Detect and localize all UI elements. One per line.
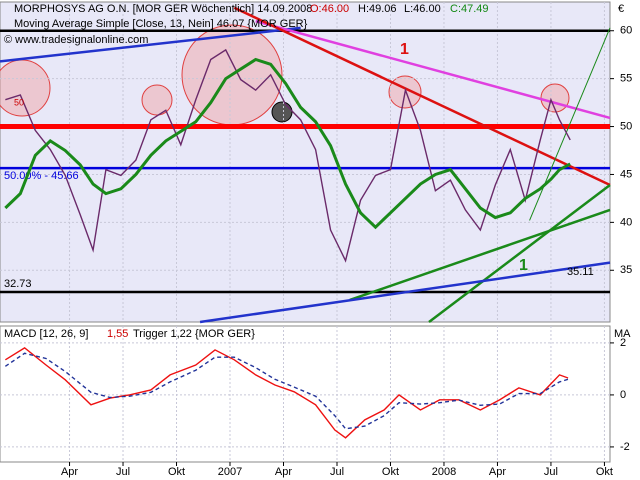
x-tick-label: Apr (61, 466, 78, 478)
trigger-value: Trigger 1,22 (133, 328, 192, 340)
marker-dot (271, 101, 293, 123)
circle (141, 84, 173, 116)
source: © www.tradesignalonline.com (4, 34, 148, 46)
trend-line (199, 261, 611, 324)
price-panel (0, 1, 611, 323)
series-line (4, 346, 569, 439)
y-tick-label: 2 (620, 337, 626, 349)
x-tick-label: Jul (330, 466, 344, 478)
quote-low: L:46.00 (404, 3, 441, 15)
annotation: 1 (400, 41, 409, 58)
series-line (5, 48, 571, 263)
x-tick-label: Apr (489, 466, 506, 478)
y-tick-label: -2 (620, 441, 630, 453)
trend-line (233, 6, 611, 187)
annotation: 1 (519, 257, 528, 274)
macd-symbol: {MOR GER} (195, 328, 255, 340)
x-tick-label: 2008 (432, 466, 456, 478)
quote-open: O:46.00 (310, 3, 349, 15)
y-tick-label: 45 (620, 168, 632, 180)
annotation: 50 (14, 97, 24, 107)
y-tick-label: 35 (620, 264, 632, 276)
x-tick-label: 2007 (218, 466, 242, 478)
reference-label: 50.00% - 45.66 (4, 170, 79, 182)
x-tick-label: Jul (116, 466, 130, 478)
subtitle: Moving Average Simple [Close, 13, Nein] … (14, 18, 308, 30)
quote-close: C:47.49 (450, 3, 489, 15)
chart-title: MORPHOSYS AG O.N. [MOR GER Wöchentlich] … (14, 3, 312, 15)
plot-layer: 35 40 45 50 55 60 50.00% - 45.66 32.73 2 0 -2 Apr Ju… (0, 2, 632, 478)
x-tick-label: Okt (168, 466, 185, 478)
x-tick-label: Okt (596, 466, 613, 478)
corner-label: MA (614, 328, 631, 340)
y-tick-label: 60 (620, 25, 632, 37)
y-tick-label: 50 (620, 120, 632, 132)
macd-panel (0, 325, 611, 463)
x-tick-label: Apr (275, 466, 292, 478)
series-line (4, 57, 571, 230)
reference-label: 32.73 (4, 278, 32, 290)
macd-value: 1,55 (107, 328, 128, 340)
trend-line (428, 183, 611, 323)
macd-title: MACD [12, 26, 9] (4, 328, 88, 340)
x-tick-label: Jul (544, 466, 558, 478)
currency: € (618, 3, 624, 15)
quote-high: H:49.06 (358, 3, 397, 15)
y-tick-label: 55 (620, 73, 632, 85)
annotation: 35.11 (567, 266, 594, 278)
trend-line (349, 208, 611, 302)
x-tick-label: Okt (382, 466, 399, 478)
y-tick-label: 0 (620, 389, 626, 401)
trend-line (0, 26, 301, 63)
y-tick-label: 40 (620, 216, 632, 228)
